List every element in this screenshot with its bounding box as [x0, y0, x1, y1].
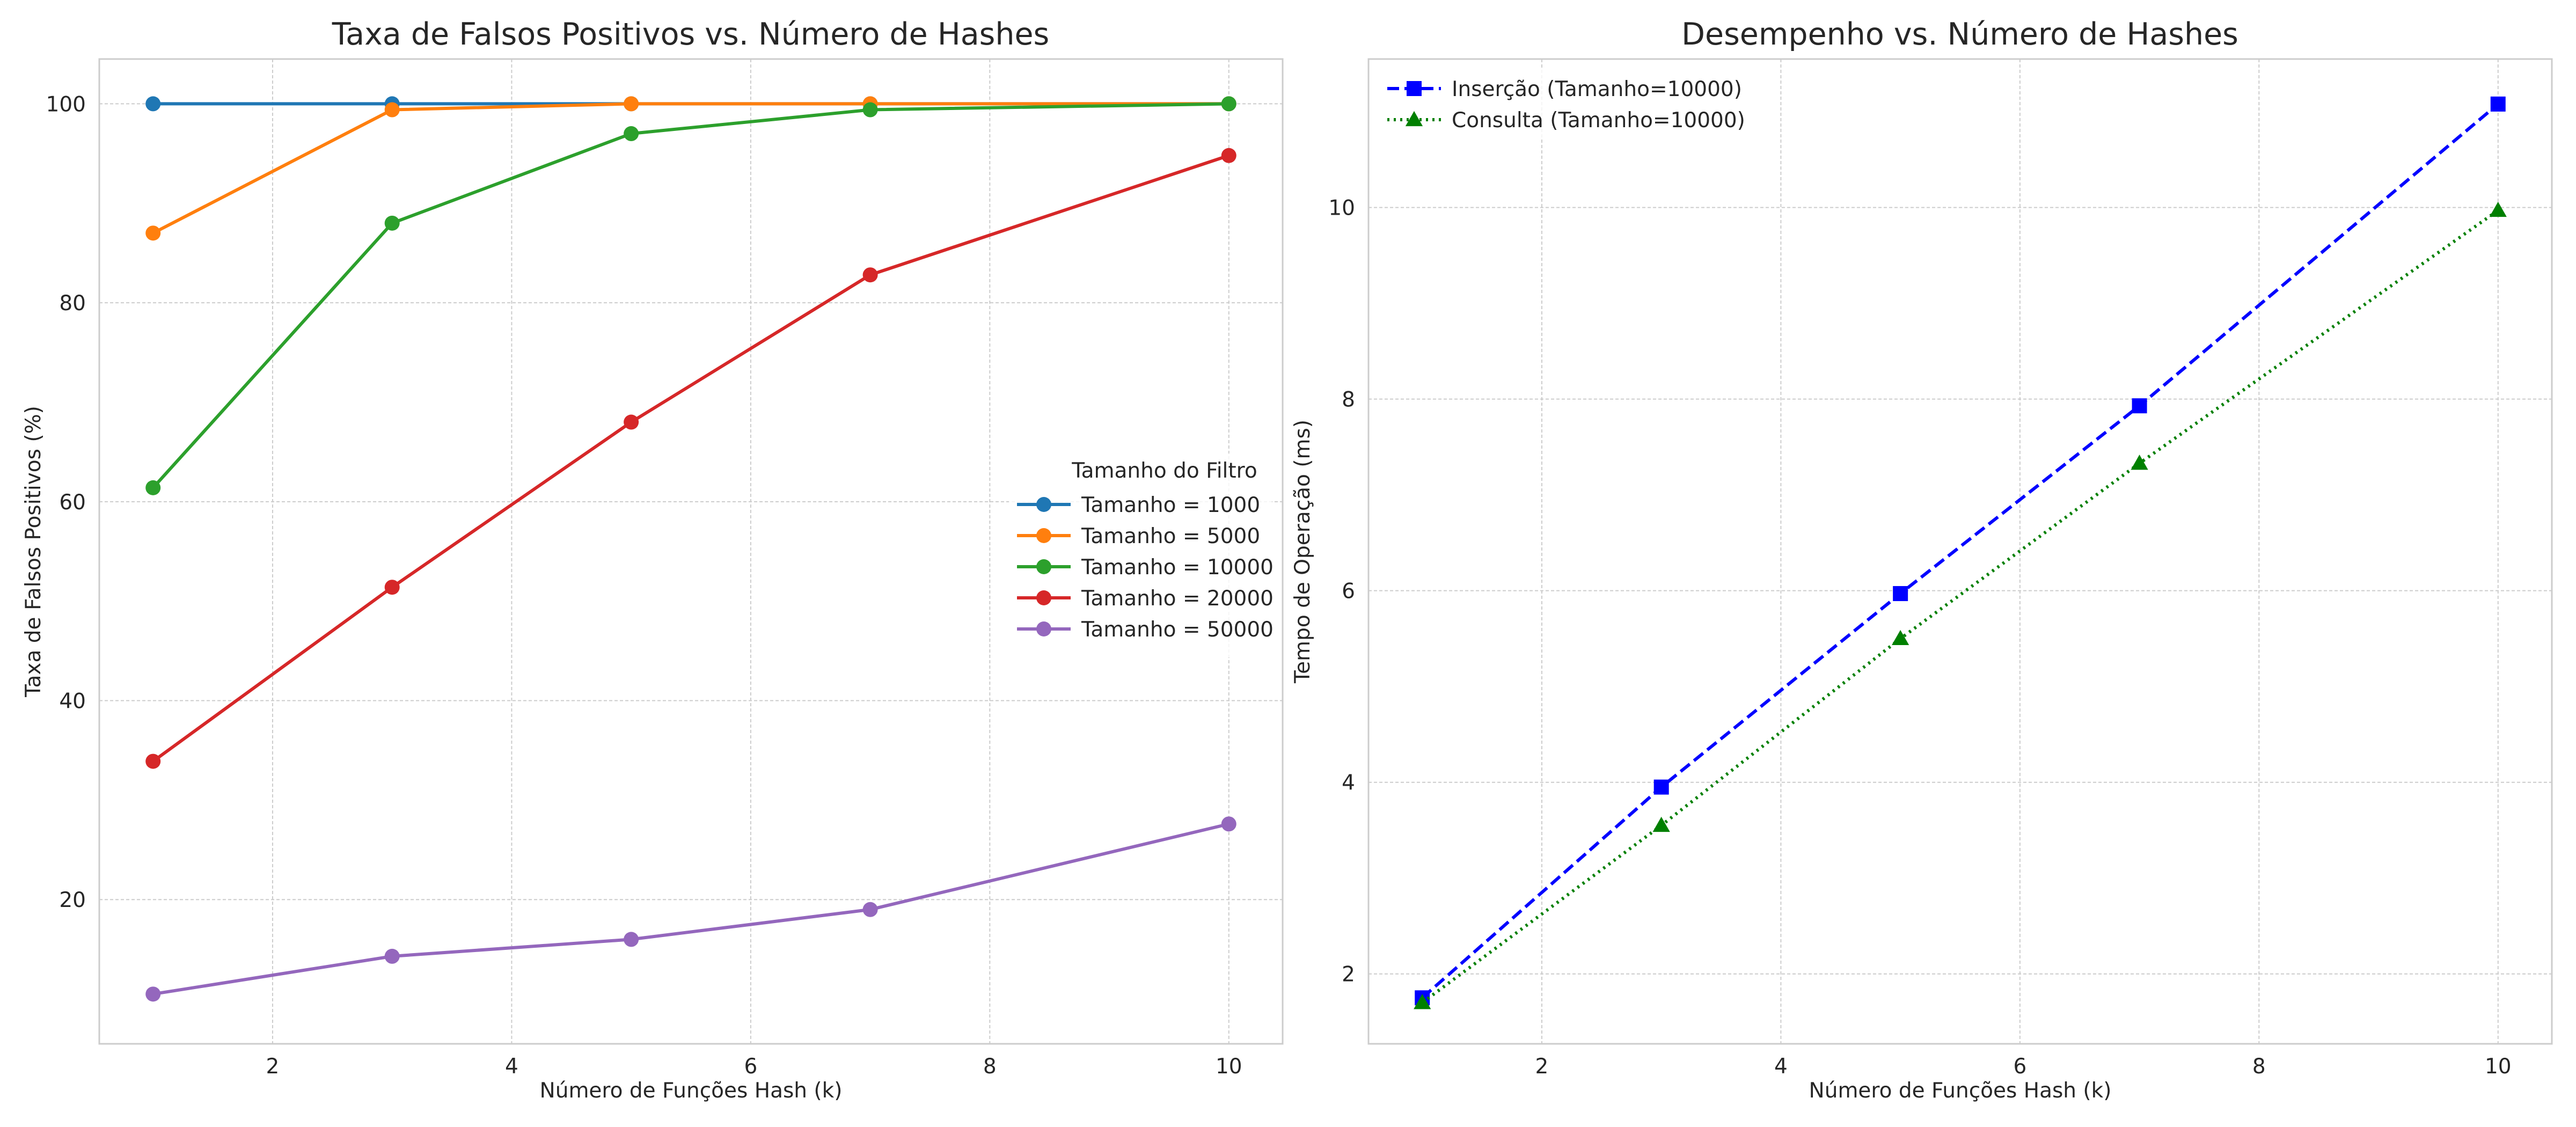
data-point [624, 126, 639, 142]
x-tick-label: 4 [1774, 1055, 1788, 1079]
data-point [1653, 779, 1669, 795]
series-line [1421, 209, 2499, 1004]
x-tick-label: 2 [266, 1055, 280, 1079]
plot-frame [1367, 58, 2553, 1045]
data-point [624, 96, 639, 112]
legend-entry: Inserção (Tamanho=10000) [1452, 77, 1742, 101]
data-point [145, 753, 161, 769]
data-point [2489, 201, 2507, 217]
y-tick-label: 80 [59, 291, 86, 316]
data-point [384, 948, 400, 964]
data-point [624, 414, 639, 430]
data-point [862, 102, 878, 118]
y-tick-label: 20 [59, 888, 86, 912]
series-line [152, 102, 1229, 489]
plot-frame [98, 58, 1284, 1045]
legend-marker [1407, 81, 1422, 96]
data-point [1652, 816, 1670, 832]
data-point [145, 986, 161, 1002]
legend-entry: Consulta (Tamanho=10000) [1452, 108, 1745, 133]
series-1 [1415, 96, 2506, 1006]
chart-title: Desempenho vs. Número de Hashes [1681, 17, 2238, 52]
data-point [145, 480, 161, 495]
data-point [384, 102, 400, 118]
x-tick-label: 10 [1216, 1055, 1242, 1079]
legend-entry: Tamanho = 5000 [1081, 524, 1260, 548]
series-line [152, 102, 1229, 235]
legend: Inserção (Tamanho=10000) Consulta (Tamanh… [1377, 70, 1747, 140]
y-tick-label: 6 [1342, 580, 1355, 604]
data-point [862, 267, 878, 283]
x-tick-label: 8 [2252, 1055, 2266, 1079]
chart-1: 2 4 6 8 10 20 40 60 80 100 Taxa de Falsos Positivo… [21, 17, 1284, 1103]
data-point [1414, 994, 1431, 1009]
x-tick-label: 4 [505, 1055, 518, 1079]
legend-box [1377, 70, 1747, 140]
legend: Tamanho do Filtro Tamanho = 1000 Tamanho =… [1009, 453, 1274, 657]
y-tick-label: 60 [59, 491, 86, 515]
data-point [2132, 398, 2147, 414]
legend-marker [1405, 111, 1423, 127]
data-point [2490, 96, 2506, 112]
x-tick-label: 10 [2485, 1055, 2512, 1079]
data-point [145, 96, 161, 112]
data-point [2131, 455, 2148, 470]
series-5 [145, 816, 1236, 1002]
x-tick-label: 6 [2013, 1055, 2026, 1079]
legend-marker [1036, 621, 1051, 636]
y-tick-label: 4 [1342, 771, 1355, 795]
series-2 [1414, 201, 2507, 1009]
data-point [1221, 148, 1236, 163]
x-tick-label: 2 [1535, 1055, 1549, 1079]
legend-entry: Tamanho = 20000 [1081, 587, 1274, 611]
series-line [1421, 103, 2499, 999]
legend-marker [1036, 590, 1051, 605]
y-axis-label: Taxa de Falsos Positivos (%) [21, 406, 46, 698]
x-tick-label: 6 [744, 1055, 757, 1079]
y-tick-label: 8 [1342, 388, 1355, 412]
legend-entry: Tamanho = 10000 [1081, 555, 1274, 580]
x-tick-label: 8 [983, 1055, 997, 1079]
legend-marker [1036, 559, 1051, 574]
chart-2: 2 4 6 8 10 2 4 6 8 10 Desempenho vs. Número de Has… [1291, 17, 2553, 1103]
y-tick-label: 100 [46, 92, 86, 116]
series-2 [145, 96, 1236, 241]
y-tick-label: 2 [1342, 963, 1355, 987]
legend-entry: Tamanho = 1000 [1081, 493, 1260, 517]
data-point [1221, 816, 1236, 832]
series-4 [145, 148, 1236, 769]
chart-title: Taxa de Falsos Positivos vs. Número de H… [332, 17, 1049, 52]
y-axis-label: Tempo de Operação (ms) [1291, 420, 1315, 684]
legend-entry: Tamanho = 50000 [1081, 618, 1274, 642]
data-point [1892, 630, 1909, 646]
x-axis-label: Número de Funções Hash (k) [540, 1079, 843, 1103]
y-tick-label: 10 [1328, 196, 1355, 221]
y-tick-label: 40 [59, 690, 86, 714]
data-point [384, 215, 400, 231]
series-3 [145, 96, 1236, 495]
series-line [152, 822, 1230, 996]
x-axis-label: Número de Funções Hash (k) [1809, 1079, 2112, 1103]
data-point [384, 580, 400, 595]
legend-title: Tamanho do Filtro [1071, 459, 1257, 483]
legend-box [1009, 453, 1272, 657]
data-point [862, 902, 878, 917]
data-point [145, 225, 161, 241]
data-point [624, 932, 639, 947]
legend-marker [1036, 497, 1051, 512]
data-point [1221, 96, 1236, 112]
data-point [1893, 586, 1908, 602]
legend-marker [1036, 528, 1051, 543]
